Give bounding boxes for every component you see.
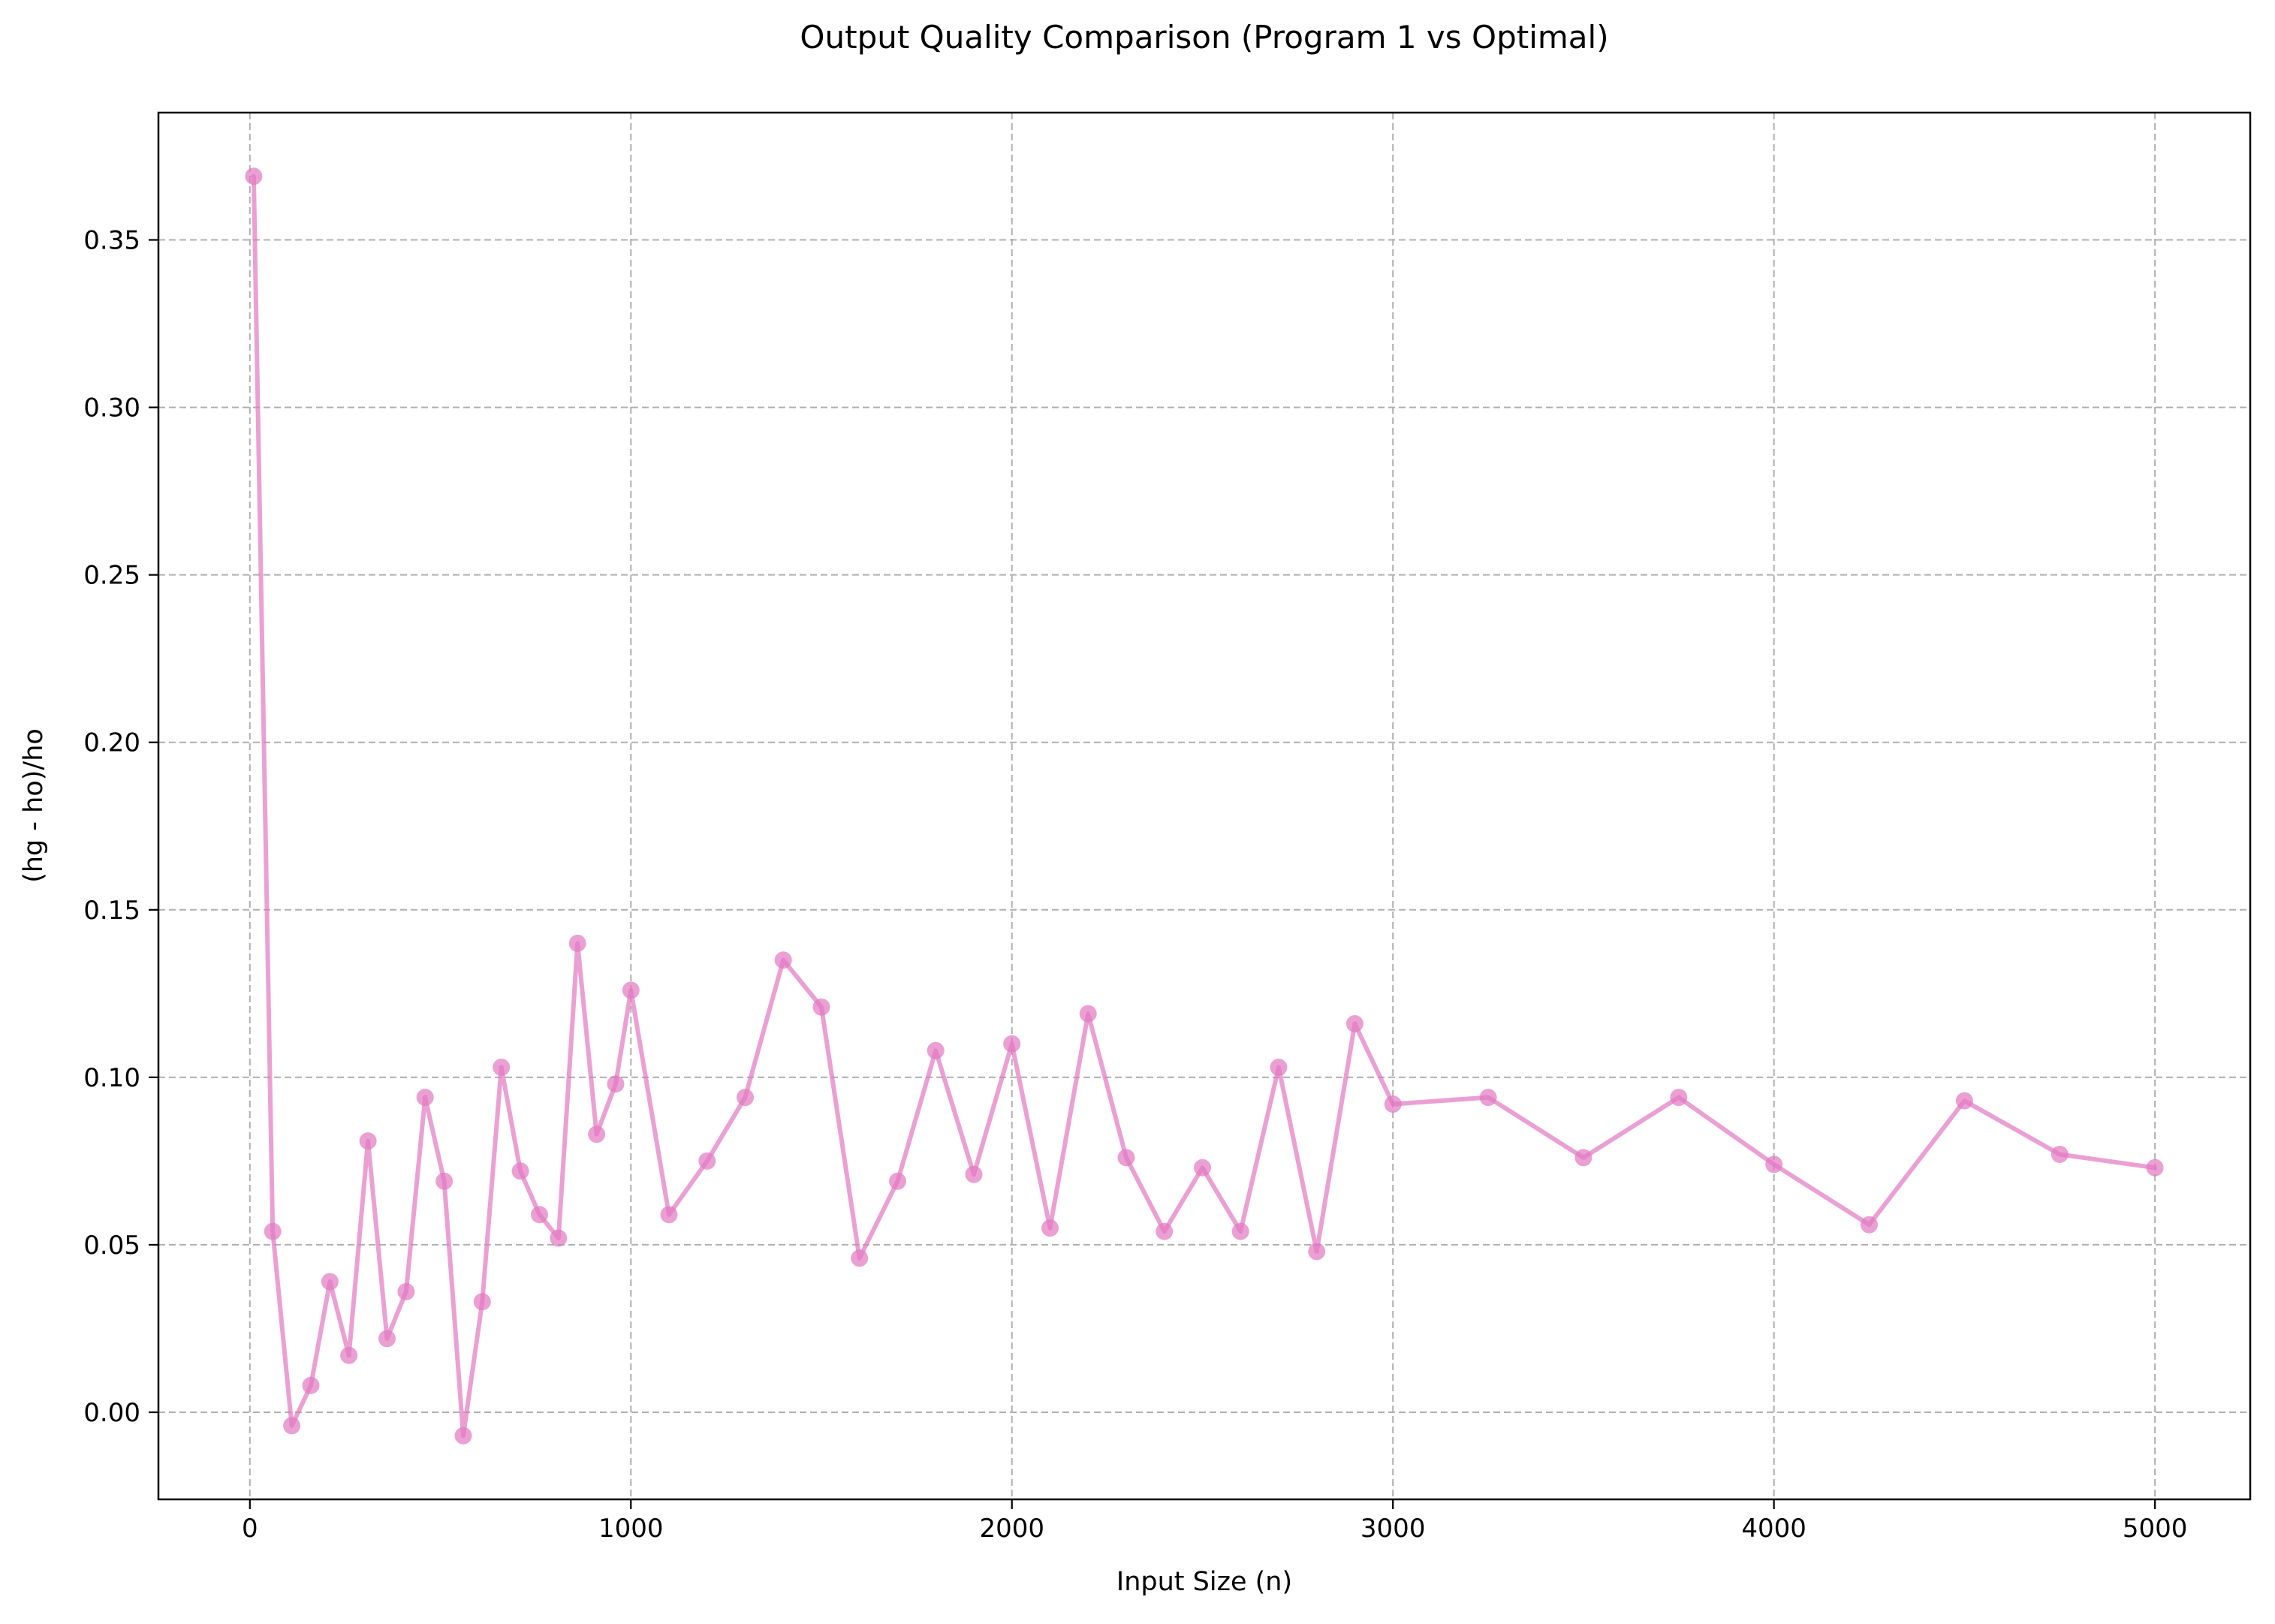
data-point (660, 1206, 678, 1224)
data-point (321, 1273, 339, 1291)
data-point (302, 1376, 320, 1394)
y-tick-label: 0.00 (83, 1398, 140, 1428)
data-point (493, 1059, 511, 1076)
y-tick-label: 0.10 (83, 1063, 140, 1093)
y-tick-label: 0.30 (83, 393, 140, 423)
plot-frame (157, 111, 2252, 1501)
data-point (1670, 1089, 1688, 1107)
data-point (359, 1132, 377, 1150)
data-point (965, 1165, 983, 1183)
data-point (927, 1041, 945, 1059)
data-point (1041, 1219, 1059, 1237)
data-point (1479, 1089, 1497, 1107)
data-point (2051, 1146, 2069, 1163)
data-point (568, 934, 586, 952)
data-point (2146, 1158, 2164, 1177)
series-line (251, 173, 2158, 1439)
x-tick-label: 1000 (598, 1514, 664, 1544)
data-point (511, 1162, 529, 1180)
data-point (473, 1293, 491, 1311)
data-point (397, 1282, 415, 1300)
data-point (340, 1346, 358, 1364)
data-point (889, 1172, 906, 1190)
data-point (1231, 1222, 1249, 1240)
x-axis-label: Input Size (n) (1116, 1567, 1292, 1597)
data-point (812, 998, 830, 1016)
y-tick-label: 0.15 (83, 896, 140, 926)
data-point (1308, 1243, 1326, 1261)
y-tick-label: 0.35 (83, 226, 140, 256)
axis-ticks: 0 1000 2000 3000 4000 5000 0.00 0.05 0.10 0.15 0.2… (83, 226, 2187, 1544)
data-point (1270, 1059, 1288, 1076)
data-point (531, 1206, 548, 1224)
data-series (245, 167, 2164, 1445)
data-point (1156, 1222, 1174, 1240)
data-point (851, 1249, 869, 1267)
y-tick-label: 0.20 (83, 728, 140, 758)
x-tick-label: 2000 (979, 1514, 1044, 1544)
data-point (1765, 1155, 1783, 1174)
data-point (454, 1427, 472, 1445)
data-point (435, 1172, 453, 1190)
x-tick-label: 4000 (1741, 1514, 1806, 1544)
data-point (1079, 1005, 1097, 1023)
data-point (264, 1222, 282, 1240)
data-point (283, 1417, 301, 1435)
chart-title: Output Quality Comparison (Program 1 vs … (800, 19, 1608, 56)
data-point (698, 1152, 716, 1170)
data-point (1117, 1149, 1135, 1167)
data-point (1345, 1015, 1363, 1032)
x-tick-label: 3000 (1360, 1514, 1426, 1544)
data-point (550, 1229, 568, 1247)
y-tick-label: 0.05 (83, 1231, 140, 1261)
data-point (607, 1075, 625, 1093)
gridlines (158, 113, 2250, 1499)
y-axis-label: (hg - ho)/ho (19, 728, 49, 883)
data-point (1194, 1158, 1211, 1177)
data-point (737, 1089, 754, 1107)
data-point (1574, 1149, 1592, 1167)
data-point (588, 1125, 606, 1143)
data-point (245, 167, 263, 185)
data-point (378, 1330, 396, 1348)
data-point (774, 951, 792, 969)
x-tick-label: 0 (242, 1514, 258, 1544)
data-point (622, 981, 640, 999)
data-point (1955, 1092, 1973, 1110)
data-point (1861, 1216, 1878, 1234)
x-tick-label: 5000 (2123, 1514, 2188, 1544)
data-point (416, 1089, 434, 1107)
y-tick-label: 0.25 (83, 561, 140, 591)
data-point (1003, 1035, 1021, 1053)
data-point (1384, 1095, 1402, 1113)
